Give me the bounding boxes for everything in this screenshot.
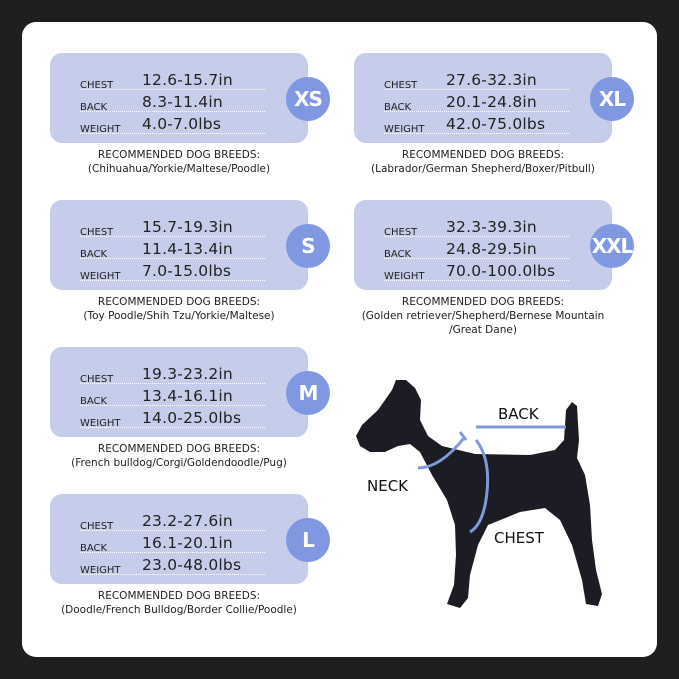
weight-label: WEIGHT bbox=[384, 271, 425, 282]
size-card: CHEST 27.6-32.3in BACK 20.1-24.8in WEIGHT 42.… bbox=[354, 53, 612, 143]
back-value: 16.1-20.1in bbox=[142, 534, 233, 552]
size-badge: XS bbox=[286, 77, 330, 121]
recommended-breeds: RECOMMENDED DOG BREEDS: (French bulldog/C… bbox=[40, 442, 318, 470]
chest-measure-line bbox=[469, 439, 490, 534]
weight-row: WEIGHT 7.0-15.0lbs bbox=[80, 258, 265, 282]
chest-row: CHEST 19.3-23.2in bbox=[80, 361, 265, 385]
chest-row: CHEST 27.6-32.3in bbox=[384, 67, 569, 91]
recommended-breeds: RECOMMENDED DOG BREEDS: (Chihuahua/Yorkie… bbox=[40, 148, 318, 176]
back-row: BACK 11.4-13.4in bbox=[80, 236, 265, 260]
chest-label: CHEST bbox=[80, 227, 114, 238]
size-badge: S bbox=[286, 224, 330, 268]
chest-value: 23.2-27.6in bbox=[142, 512, 233, 530]
size-badge: XL bbox=[590, 77, 634, 121]
chest-row: CHEST 23.2-27.6in bbox=[80, 508, 265, 532]
chest-label: CHEST bbox=[80, 521, 114, 532]
back-row: BACK 24.8-29.5in bbox=[384, 236, 569, 260]
weight-value: 4.0-7.0lbs bbox=[142, 115, 222, 133]
recommended-heading: RECOMMENDED DOG BREEDS: bbox=[97, 590, 261, 602]
back-label: BACK bbox=[498, 405, 539, 423]
breeds-list: (Labrador/German Shepherd/Boxer/Pitbull) bbox=[371, 163, 595, 175]
recommended-heading: RECOMMENDED DOG BREEDS: bbox=[97, 149, 261, 161]
back-value: 8.3-11.4in bbox=[142, 93, 223, 111]
back-row: BACK 20.1-24.8in bbox=[384, 89, 569, 113]
size-badge: L bbox=[286, 518, 330, 562]
neck-label: NECK bbox=[367, 477, 409, 495]
chest-value: 15.7-19.3in bbox=[142, 218, 233, 236]
recommended-breeds: RECOMMENDED DOG BREEDS: (Toy Poodle/Shih … bbox=[40, 295, 318, 323]
weight-label: WEIGHT bbox=[80, 124, 121, 135]
size-badge: M bbox=[286, 371, 330, 415]
size-badge: XXL bbox=[590, 224, 634, 268]
chest-row: CHEST 12.6-15.7in bbox=[80, 67, 265, 91]
size-card: CHEST 15.7-19.3in BACK 11.4-13.4in WEIGHT 7.0… bbox=[50, 200, 308, 290]
recommended-breeds: RECOMMENDED DOG BREEDS: (Golden retriever… bbox=[344, 295, 622, 337]
chest-value: 19.3-23.2in bbox=[142, 365, 233, 383]
chest-row: CHEST 15.7-19.3in bbox=[80, 214, 265, 238]
chest-row: CHEST 32.3-39.3in bbox=[384, 214, 569, 238]
chest-value: 12.6-15.7in bbox=[142, 71, 233, 89]
back-value: 20.1-24.8in bbox=[446, 93, 537, 111]
weight-value: 42.0-75.0lbs bbox=[446, 115, 546, 133]
back-label: BACK bbox=[80, 249, 108, 260]
weight-row: WEIGHT 14.0-25.0lbs bbox=[80, 405, 265, 429]
weight-value: 70.0-100.0lbs bbox=[446, 262, 556, 280]
chest-value: 32.3-39.3in bbox=[446, 218, 537, 236]
breeds-list: (Doodle/French Bulldog/Border Collie/Poo… bbox=[61, 604, 297, 616]
neck-measure-line bbox=[417, 431, 468, 470]
breeds-list: (Chihuahua/Yorkie/Maltese/Poodle) bbox=[87, 163, 271, 175]
size-card: CHEST 32.3-39.3in BACK 24.8-29.5in WEIGHT 70.… bbox=[354, 200, 612, 290]
back-value: 11.4-13.4in bbox=[142, 240, 233, 258]
back-value: 13.4-16.1in bbox=[142, 387, 233, 405]
weight-label: WEIGHT bbox=[80, 565, 121, 576]
recommended-heading: RECOMMENDED DOG BREEDS: bbox=[97, 443, 261, 455]
chest-label: CHEST bbox=[80, 374, 114, 385]
back-row: BACK 13.4-16.1in bbox=[80, 383, 265, 407]
chest-label: CHEST bbox=[494, 529, 544, 547]
size-card: CHEST 19.3-23.2in BACK 13.4-16.1in WEIGHT 14.… bbox=[50, 347, 308, 437]
back-label: BACK bbox=[80, 396, 108, 407]
weight-row: WEIGHT 23.0-48.0lbs bbox=[80, 552, 265, 576]
weight-row: WEIGHT 70.0-100.0lbs bbox=[384, 258, 569, 282]
weight-label: WEIGHT bbox=[80, 418, 121, 429]
chest-label: CHEST bbox=[384, 80, 418, 91]
weight-label: WEIGHT bbox=[80, 271, 121, 282]
recommended-heading: RECOMMENDED DOG BREEDS: bbox=[401, 296, 565, 308]
recommended-heading: RECOMMENDED DOG BREEDS: bbox=[401, 149, 565, 161]
back-value: 24.8-29.5in bbox=[446, 240, 537, 258]
breeds-list: (French bulldog/Corgi/Goldendoodle/Pug) bbox=[71, 457, 287, 469]
breeds-list: (Toy Poodle/Shih Tzu/Yorkie/Maltese) bbox=[83, 310, 275, 322]
weight-value: 23.0-48.0lbs bbox=[142, 556, 242, 574]
dog-silhouette bbox=[356, 380, 602, 608]
chest-label: CHEST bbox=[384, 227, 418, 238]
recommended-breeds: RECOMMENDED DOG BREEDS: (Labrador/German … bbox=[344, 148, 622, 176]
back-row: BACK 8.3-11.4in bbox=[80, 89, 265, 113]
chest-label: CHEST bbox=[80, 80, 114, 91]
recommended-breeds: RECOMMENDED DOG BREEDS: (Doodle/French Bu… bbox=[40, 589, 318, 617]
size-card: CHEST 12.6-15.7in BACK 8.3-11.4in WEIGHT 4.0-… bbox=[50, 53, 308, 143]
back-row: BACK 16.1-20.1in bbox=[80, 530, 265, 554]
weight-row: WEIGHT 42.0-75.0lbs bbox=[384, 111, 569, 135]
weight-value: 7.0-15.0lbs bbox=[142, 262, 232, 280]
weight-label: WEIGHT bbox=[384, 124, 425, 135]
recommended-heading: RECOMMENDED DOG BREEDS: bbox=[97, 296, 261, 308]
back-label: BACK bbox=[384, 249, 412, 260]
weight-row: WEIGHT 4.0-7.0lbs bbox=[80, 111, 265, 135]
breeds-list: (Golden retriever/Shepherd/Bernese Mount… bbox=[361, 310, 605, 336]
back-label: BACK bbox=[384, 102, 412, 113]
chest-value: 27.6-32.3in bbox=[446, 71, 537, 89]
weight-value: 14.0-25.0lbs bbox=[142, 409, 242, 427]
size-card: CHEST 23.2-27.6in BACK 16.1-20.1in WEIGHT 23.… bbox=[50, 494, 308, 584]
back-label: BACK bbox=[80, 102, 108, 113]
back-label: BACK bbox=[80, 543, 108, 554]
